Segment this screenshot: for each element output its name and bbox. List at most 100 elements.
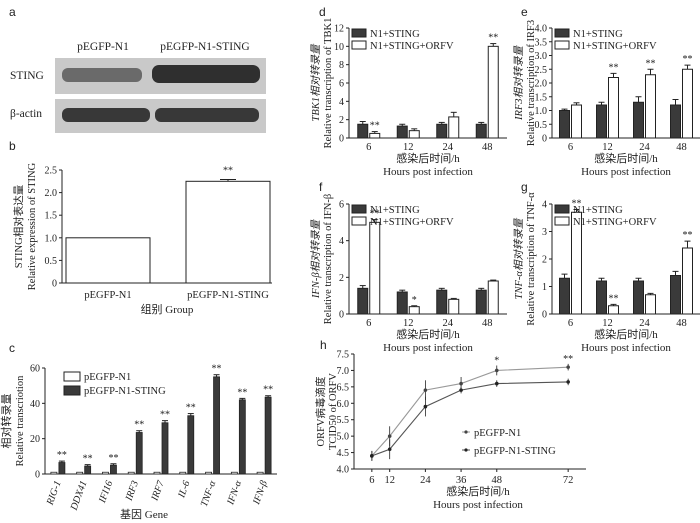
x-tick-label: 48 xyxy=(676,142,687,153)
y-tick-label: 2.0 xyxy=(45,188,58,199)
blot-band-sting-sting xyxy=(152,65,260,83)
blot-row-sting: STING xyxy=(10,70,44,82)
x-axis-label-cn: 感染后时间/h xyxy=(594,327,658,341)
bar xyxy=(76,471,84,475)
bar xyxy=(645,74,656,139)
panel-label-f: f xyxy=(319,180,323,194)
bar xyxy=(84,465,92,475)
significance-mark: ** xyxy=(646,58,656,69)
y-axis-label-cn: STING相对表达量 xyxy=(12,184,25,268)
y-axis-label-en: Relative transcription of IFN-β xyxy=(323,194,334,324)
bar xyxy=(135,432,143,475)
y-tick-label: 0 xyxy=(339,134,344,145)
legend-swatch xyxy=(351,40,367,50)
bar xyxy=(396,125,408,139)
y-tick-label: 1.0 xyxy=(45,233,58,244)
y-tick-label: 6.0 xyxy=(337,399,350,410)
blot-header-sting: pEGFP-N1-STING xyxy=(160,41,249,53)
y-tick-label: 1.5 xyxy=(535,92,548,103)
y-tick-label: 40 xyxy=(30,399,40,410)
bar xyxy=(357,123,369,139)
x-axis-label-en: Hours post infection xyxy=(581,166,671,178)
significance-mark: * xyxy=(412,295,417,306)
bar xyxy=(256,471,264,475)
significance-mark: ** xyxy=(83,454,93,465)
y-tick-label: 20 xyxy=(30,434,40,445)
legend-label: pEGFP-N1-STING xyxy=(474,446,556,457)
x-tick-label: pEGFP-N1 xyxy=(84,290,131,301)
y-tick-label: 0 xyxy=(542,134,547,145)
y-axis-label-en: Relative transcriotion xyxy=(15,375,26,466)
panel-label-h: h xyxy=(320,338,327,352)
y-axis-label-cn: IFN-β相对转录量 xyxy=(310,218,322,299)
bar xyxy=(127,471,135,475)
y-tick-label: 8 xyxy=(339,60,344,71)
x-tick-label: IFN-β xyxy=(251,479,270,507)
legend-swatch xyxy=(554,40,570,50)
significance-mark: ** xyxy=(370,209,380,220)
x-tick-label: 48 xyxy=(676,318,687,329)
bar xyxy=(633,280,644,315)
significance-mark: ** xyxy=(223,165,233,176)
bar xyxy=(408,130,420,139)
significance-mark: ** xyxy=(186,403,196,414)
y-tick-label: 12 xyxy=(334,24,344,35)
data-point xyxy=(494,381,499,386)
bar xyxy=(213,376,220,475)
data-point xyxy=(459,388,463,392)
y-tick-label: 4 xyxy=(542,200,547,211)
significance-mark: ** xyxy=(212,364,222,375)
y-axis-label-cn: ORFV病毒滴度 xyxy=(314,376,327,447)
legend-marker xyxy=(464,448,468,452)
y-tick-label: 5.0 xyxy=(337,432,350,443)
bar xyxy=(65,237,151,284)
bar xyxy=(608,305,619,315)
legend-label: N1+STING xyxy=(370,205,420,216)
significance-mark: ** xyxy=(609,293,619,304)
y-tick-label: 10 xyxy=(334,42,344,53)
bar xyxy=(559,110,570,139)
legend-swatch xyxy=(63,371,81,382)
significance-mark: ** xyxy=(108,453,118,464)
data-point xyxy=(370,454,374,458)
series-line xyxy=(371,381,569,457)
x-tick-label: IFI16 xyxy=(97,479,115,505)
x-tick-label: 48 xyxy=(482,142,493,153)
y-tick-label: 6.5 xyxy=(337,382,350,393)
x-tick-label: 24 xyxy=(639,318,650,329)
legend-swatch xyxy=(351,204,367,214)
bar xyxy=(682,247,693,315)
x-tick-label: 6 xyxy=(366,318,371,329)
y-tick-label: 3.5 xyxy=(535,37,548,48)
blot-band-actin-sting xyxy=(155,108,259,122)
bar xyxy=(682,68,693,139)
x-axis-label: 组别 Group xyxy=(141,302,194,316)
bar xyxy=(436,289,448,315)
y-axis-label-cn: TBK1相对转录量 xyxy=(310,43,322,122)
y-tick-label: 5.5 xyxy=(337,415,350,426)
bar xyxy=(238,399,246,475)
bar xyxy=(448,298,460,315)
legend-swatch xyxy=(351,216,367,226)
legend-swatch xyxy=(554,204,570,214)
bar xyxy=(369,221,381,315)
y-tick-label: 2 xyxy=(339,273,344,284)
y-tick-label: 0.5 xyxy=(45,256,58,267)
bar xyxy=(179,471,187,475)
y-axis-label-en: Relative transcription of TBK1 xyxy=(323,18,334,149)
legend-label: N1+STING xyxy=(573,29,623,40)
bar xyxy=(161,422,169,475)
legend-label: N1+STING+ORFV xyxy=(370,41,454,52)
legend-label: pEGFP-N1-STING xyxy=(84,386,166,397)
bar xyxy=(110,464,117,475)
series-line xyxy=(371,366,569,457)
legend-label: pEGFP-N1 xyxy=(474,428,521,439)
legend-label: N1+STING+ORFV xyxy=(573,217,657,228)
bar xyxy=(436,123,448,139)
x-tick-label: 12 xyxy=(403,142,414,153)
y-axis-label-cn: 相对转录量 xyxy=(0,394,13,449)
bar xyxy=(185,180,271,284)
